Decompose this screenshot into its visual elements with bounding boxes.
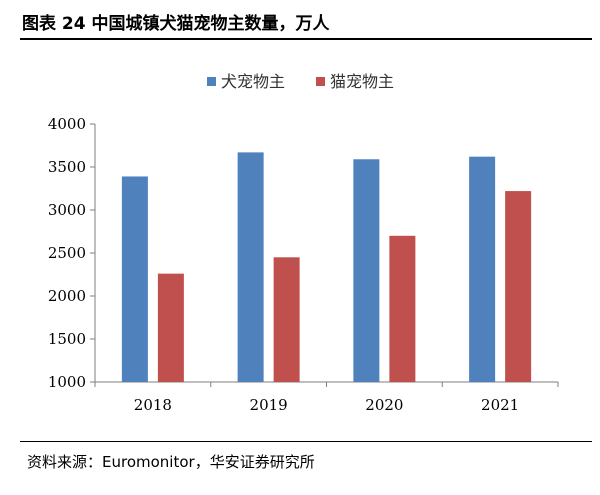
- title-bar: 图表 24 中国城镇犬猫宠物主数量，万人: [20, 7, 590, 35]
- y-tick-label: 2500: [48, 244, 86, 262]
- bar-犬宠物主-2021: [469, 156, 496, 382]
- page-title: 图表 24 中国城镇犬猫宠物主数量，万人: [22, 14, 330, 34]
- legend-swatch: [207, 77, 216, 86]
- y-tick-label: 3500: [48, 158, 86, 176]
- bar-猫宠物主-2019: [273, 257, 300, 382]
- y-axis: 1000 1500 2000 2500 3000 3500 4000: [48, 115, 96, 391]
- x-axis: 2018 2019 2020 2021: [94, 381, 559, 414]
- bar-猫宠物主-2021: [505, 191, 532, 382]
- y-tick-label: 2000: [48, 287, 86, 305]
- y-tick-label: 4000: [48, 115, 86, 133]
- y-tick-label: 1000: [48, 373, 86, 391]
- x-tick-label: 2021: [481, 396, 519, 414]
- y-tick-label: 3000: [48, 201, 86, 219]
- title-divider: [20, 38, 592, 40]
- x-tick-label: 2019: [250, 396, 288, 414]
- bar-chart: 犬宠物主 猫宠物主 1000 1500 2000 2500 3000 3500 4000 20…: [48, 72, 559, 414]
- x-tick-label: 2020: [365, 396, 403, 414]
- x-tick-label: 2018: [134, 396, 172, 414]
- legend-swatch: [316, 77, 325, 86]
- source-divider: [20, 441, 592, 442]
- bar-猫宠物主-2020: [389, 235, 416, 382]
- legend-label: 犬宠物主: [221, 72, 285, 91]
- y-tick-label: 1500: [48, 330, 86, 348]
- chart-legend: 犬宠物主 猫宠物主: [207, 72, 394, 91]
- bar-猫宠物主-2018: [157, 273, 184, 382]
- bars: [121, 152, 532, 382]
- bar-犬宠物主-2019: [237, 152, 264, 382]
- legend-label: 猫宠物主: [330, 72, 394, 91]
- bar-犬宠物主-2020: [353, 159, 380, 382]
- bar-犬宠物主-2018: [121, 176, 148, 382]
- source-note: 资料来源：Euromonitor，华安证券研究所: [27, 453, 315, 471]
